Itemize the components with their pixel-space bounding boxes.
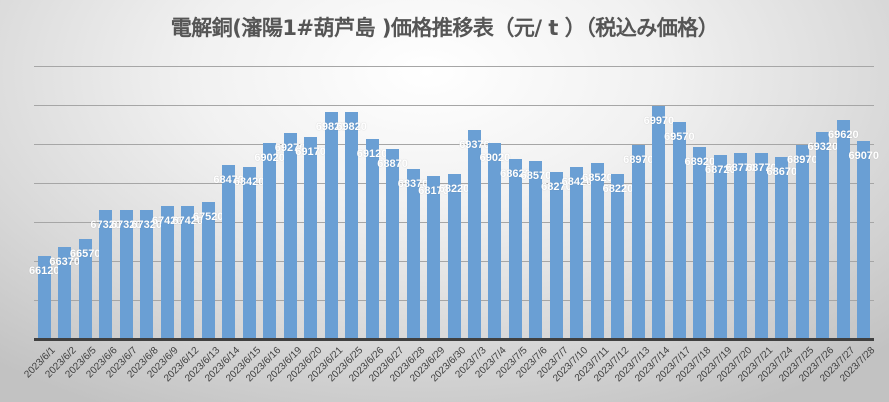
bar	[119, 209, 133, 339]
bar-value-label: 68470	[213, 173, 244, 186]
bar-value-label: 69620	[827, 128, 859, 141]
bar	[447, 174, 461, 339]
chart-title: 電解銅(瀋陽1#葫芦島 )価格推移表（元/ t ）（税込み価格）	[170, 16, 719, 40]
bar-value-label: 66570	[69, 247, 101, 260]
bar	[427, 176, 440, 339]
bar-value-label: 68170	[418, 185, 449, 198]
bar-value-label: 67320	[110, 218, 142, 231]
gridline	[34, 66, 874, 67]
bar	[795, 145, 809, 339]
bar-value-label: 69370	[459, 138, 490, 151]
bar	[488, 143, 502, 339]
bar	[140, 209, 154, 339]
bar	[672, 121, 686, 339]
bar-value-label: 69020	[254, 152, 285, 165]
bar-value-label: 69170	[295, 146, 326, 159]
bar	[816, 131, 830, 339]
bar	[406, 168, 420, 339]
bar	[570, 166, 584, 339]
bar-value-label: 68770	[725, 161, 757, 174]
bar-value-label: 69020	[479, 152, 511, 165]
bar-value-label: 69270	[274, 142, 306, 155]
bar	[324, 112, 338, 339]
bar-value-label: 68770	[746, 161, 777, 174]
bar-value-label: 67420	[172, 214, 203, 227]
bar	[652, 106, 666, 339]
bar	[222, 164, 236, 339]
bar	[467, 129, 481, 339]
bar-value-label: 69070	[848, 150, 880, 163]
bar-value-label: 68970	[623, 154, 654, 167]
bar-value-label: 69820	[315, 121, 347, 134]
bar-value-label: 68420	[561, 175, 593, 188]
bar	[345, 112, 359, 339]
bar-value-label: 68620	[500, 167, 531, 180]
bar	[181, 205, 195, 339]
bar	[549, 172, 563, 339]
bar	[283, 133, 297, 339]
bar-value-label: 69970	[643, 115, 675, 128]
bar-value-label: 68270	[541, 181, 572, 194]
bar	[304, 137, 318, 339]
gridline	[34, 144, 874, 145]
bar	[508, 158, 522, 339]
bar-value-label: 69820	[336, 121, 367, 134]
bar	[263, 143, 277, 339]
bar	[201, 201, 215, 339]
bar	[590, 162, 604, 339]
bar-value-label: 67420	[151, 214, 183, 227]
bar-value-label: 66120	[28, 265, 60, 278]
bar	[775, 156, 789, 339]
bar-value-label: 68870	[377, 158, 408, 171]
gridline	[34, 105, 874, 106]
bar	[734, 152, 748, 339]
bar	[386, 149, 400, 339]
bar-value-label: 69320	[807, 140, 839, 153]
bar-value-label: 66370	[49, 255, 81, 268]
bar	[365, 139, 379, 339]
bar-value-label: 68220	[438, 183, 470, 196]
bar	[99, 209, 113, 339]
bar	[857, 141, 871, 339]
bar	[529, 160, 543, 339]
bar-value-label: 67320	[90, 218, 121, 231]
bar	[693, 147, 707, 339]
bar-value-label: 68370	[397, 177, 429, 190]
bar-value-label: 68520	[582, 171, 613, 184]
bar	[754, 152, 768, 339]
bar	[611, 174, 625, 339]
bar-value-label: 67520	[192, 210, 224, 223]
bar-value-label: 67320	[131, 218, 162, 231]
x-axis-line	[34, 338, 874, 341]
bar-value-label: 68970	[786, 154, 818, 167]
bar-value-label: 69120	[356, 148, 388, 161]
bar	[58, 246, 72, 339]
bar-value-label: 68720	[705, 163, 736, 176]
bar	[836, 119, 850, 339]
bar	[242, 166, 256, 339]
bar-value-label: 69570	[664, 130, 695, 143]
bar-value-label: 68220	[602, 183, 634, 196]
bar	[713, 154, 727, 339]
bar-value-label: 68420	[233, 175, 265, 188]
bar-value-label: 68670	[766, 165, 798, 178]
bar	[37, 256, 51, 339]
bar	[78, 238, 92, 339]
bar-value-label: 68920	[684, 156, 716, 169]
bar-value-label: 68570	[520, 169, 552, 182]
bar	[160, 205, 174, 339]
bar	[631, 145, 645, 339]
